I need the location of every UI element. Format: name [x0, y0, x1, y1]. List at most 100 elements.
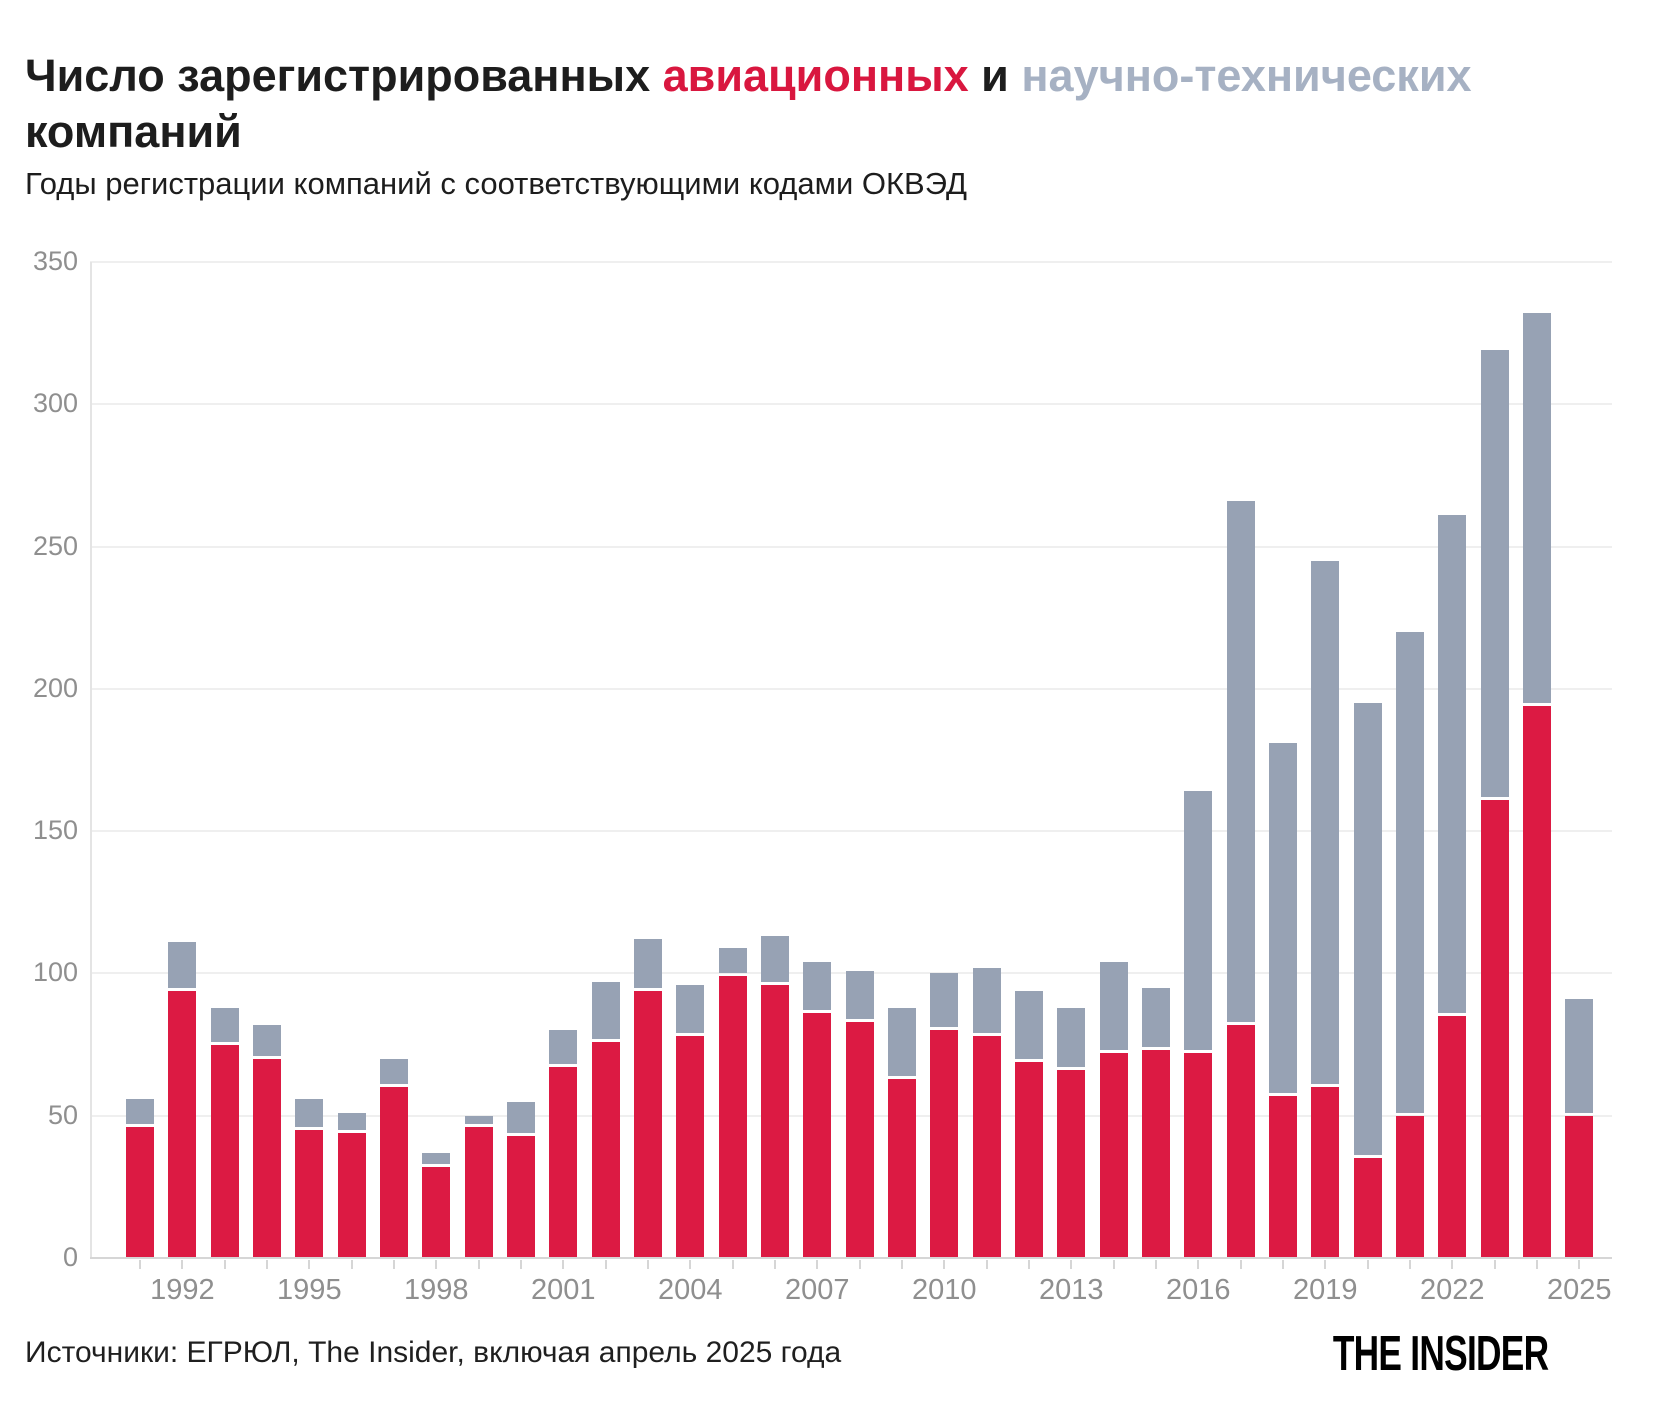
- bar-2017-scitech: [1226, 501, 1255, 1022]
- bar-2002-aviation: [591, 1041, 620, 1258]
- x-tick-2018: [1281, 1260, 1284, 1269]
- x-tick-label-2022: 2022: [1419, 1274, 1485, 1306]
- bar-2014-aviation: [1099, 1053, 1128, 1258]
- bar-2022-aviation: [1438, 1016, 1467, 1258]
- bar-2008-scitech: [845, 970, 874, 1019]
- gridline-300: [90, 403, 1612, 406]
- y-tick-label-350: 350: [32, 246, 78, 276]
- bar-2002-scitech: [591, 981, 620, 1039]
- bar-2007-aviation: [803, 1013, 832, 1258]
- y-axis-line: [90, 262, 92, 1258]
- bar-2013-aviation: [1057, 1070, 1086, 1258]
- y-tick-label-200: 200: [32, 672, 78, 703]
- bar-2024-aviation: [1522, 705, 1551, 1258]
- plot-area: 1992 1995 1998 2001 2004 2007 2010 2013 2016 2019…: [90, 261, 1612, 1306]
- bar-1996-aviation: [337, 1132, 366, 1258]
- bar-1995-aviation: [295, 1129, 324, 1258]
- bar-2012-aviation: [1014, 1061, 1043, 1258]
- bar-1991-aviation: [126, 1127, 154, 1258]
- x-tick-label-2007: 2007: [785, 1274, 850, 1306]
- x-tick-2009: [900, 1260, 903, 1269]
- x-tick-2023: [1493, 1260, 1496, 1269]
- x-tick-2017: [1239, 1260, 1242, 1269]
- bar-2013-scitech: [1057, 1007, 1086, 1068]
- x-tick-1996: [350, 1260, 353, 1269]
- bar-2003-aviation: [634, 990, 662, 1258]
- x-tick-label-2019: 2019: [1292, 1274, 1358, 1306]
- x-tick-label-1998: 1998: [404, 1274, 469, 1306]
- bar-2008-aviation: [845, 1021, 874, 1258]
- bar-1991-scitech: [126, 1098, 154, 1125]
- x-tick-2011: [985, 1260, 988, 1269]
- x-tick-label-2016: 2016: [1165, 1274, 1231, 1306]
- x-tick-2008: [858, 1260, 861, 1269]
- bar-2014-scitech: [1099, 962, 1128, 1051]
- x-tick-2021: [1408, 1260, 1411, 1269]
- bar-2004-scitech: [676, 984, 705, 1033]
- x-tick-2007: [816, 1260, 819, 1269]
- x-tick-2000: [519, 1260, 522, 1269]
- title-highlight-aviation: авиационных: [662, 50, 969, 102]
- x-tick-1991: [139, 1260, 141, 1269]
- x-tick-2013: [1070, 1260, 1073, 1269]
- bar-2015-scitech: [1141, 987, 1170, 1048]
- x-tick-1992: [181, 1260, 184, 1269]
- bar-2020-scitech: [1353, 703, 1382, 1156]
- x-tick-label-2010: 2010: [912, 1274, 977, 1306]
- bar-2023-scitech: [1480, 350, 1509, 797]
- bar-2010-aviation: [930, 1030, 959, 1258]
- x-tick-2015: [1154, 1260, 1157, 1269]
- source-note: Источники: ЕГРЮЛ, The Insider, включая а…: [25, 1336, 842, 1369]
- bar-2003-scitech: [634, 939, 662, 988]
- y-tick-label-250: 250: [32, 530, 78, 561]
- x-tick-2020: [1366, 1260, 1369, 1269]
- bar-1996-scitech: [337, 1112, 366, 1130]
- bar-1994-aviation: [253, 1058, 281, 1258]
- bar-1992-scitech: [168, 942, 197, 988]
- bar-2021-aviation: [1395, 1115, 1424, 1258]
- gridline-250: [90, 545, 1612, 548]
- bar-2019-aviation: [1311, 1087, 1340, 1258]
- bar-1998-aviation: [422, 1166, 451, 1258]
- bar-1999-scitech: [464, 1115, 493, 1125]
- title-line-2: компаний: [25, 106, 242, 158]
- x-tick-label-1995: 1995: [277, 1274, 342, 1306]
- bar-2005-aviation: [718, 976, 747, 1258]
- bar-2000-scitech: [507, 1101, 535, 1133]
- x-tick-label-2025: 2025: [1546, 1274, 1612, 1306]
- bar-2022-scitech: [1438, 515, 1467, 1014]
- bar-2010-scitech: [930, 973, 959, 1028]
- x-tick-2019: [1324, 1260, 1327, 1269]
- bar-1999-aviation: [464, 1127, 493, 1258]
- bar-2019-scitech: [1311, 560, 1340, 1085]
- x-tick-2001: [562, 1260, 565, 1269]
- x-tick-1998: [435, 1260, 438, 1269]
- chart-subtitle: Годы регистрации компаний с соответствую…: [25, 166, 967, 201]
- bar-2025-scitech: [1565, 999, 1594, 1113]
- x-tick-label-2004: 2004: [658, 1274, 723, 1306]
- x-tick-2003: [646, 1260, 649, 1269]
- x-tick-2006: [773, 1260, 776, 1269]
- x-tick-label-2001: 2001: [531, 1274, 596, 1306]
- bar-2020-aviation: [1353, 1158, 1382, 1258]
- x-tick-1993: [223, 1260, 226, 1269]
- title-prefix: Число зарегистрированных: [25, 50, 651, 102]
- y-tick-label-50: 50: [47, 1099, 78, 1130]
- bar-1992-aviation: [168, 990, 197, 1258]
- x-tick-2004: [689, 1260, 692, 1269]
- bar-1998-scitech: [422, 1152, 451, 1164]
- x-tick-2022: [1451, 1260, 1454, 1269]
- bar-2012-scitech: [1014, 990, 1043, 1059]
- bar-1994-scitech: [253, 1024, 281, 1056]
- bar-2011-aviation: [972, 1036, 1001, 1258]
- x-tick-2005: [731, 1260, 734, 1269]
- bar-2011-scitech: [972, 967, 1001, 1033]
- bar-2024-scitech: [1522, 313, 1551, 703]
- bar-2023-aviation: [1480, 799, 1509, 1258]
- bar-2009-aviation: [887, 1078, 916, 1258]
- x-axis-line: [90, 1257, 1612, 1259]
- x-tick-2010: [943, 1260, 946, 1269]
- x-tick-label-2013: 2013: [1038, 1274, 1104, 1306]
- bar-2000-aviation: [507, 1135, 535, 1258]
